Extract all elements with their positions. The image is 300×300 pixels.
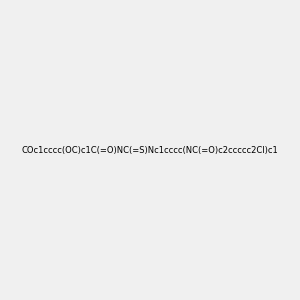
Text: COc1cccc(OC)c1C(=O)NC(=S)Nc1cccc(NC(=O)c2ccccc2Cl)c1: COc1cccc(OC)c1C(=O)NC(=S)Nc1cccc(NC(=O)c… (22, 146, 278, 154)
